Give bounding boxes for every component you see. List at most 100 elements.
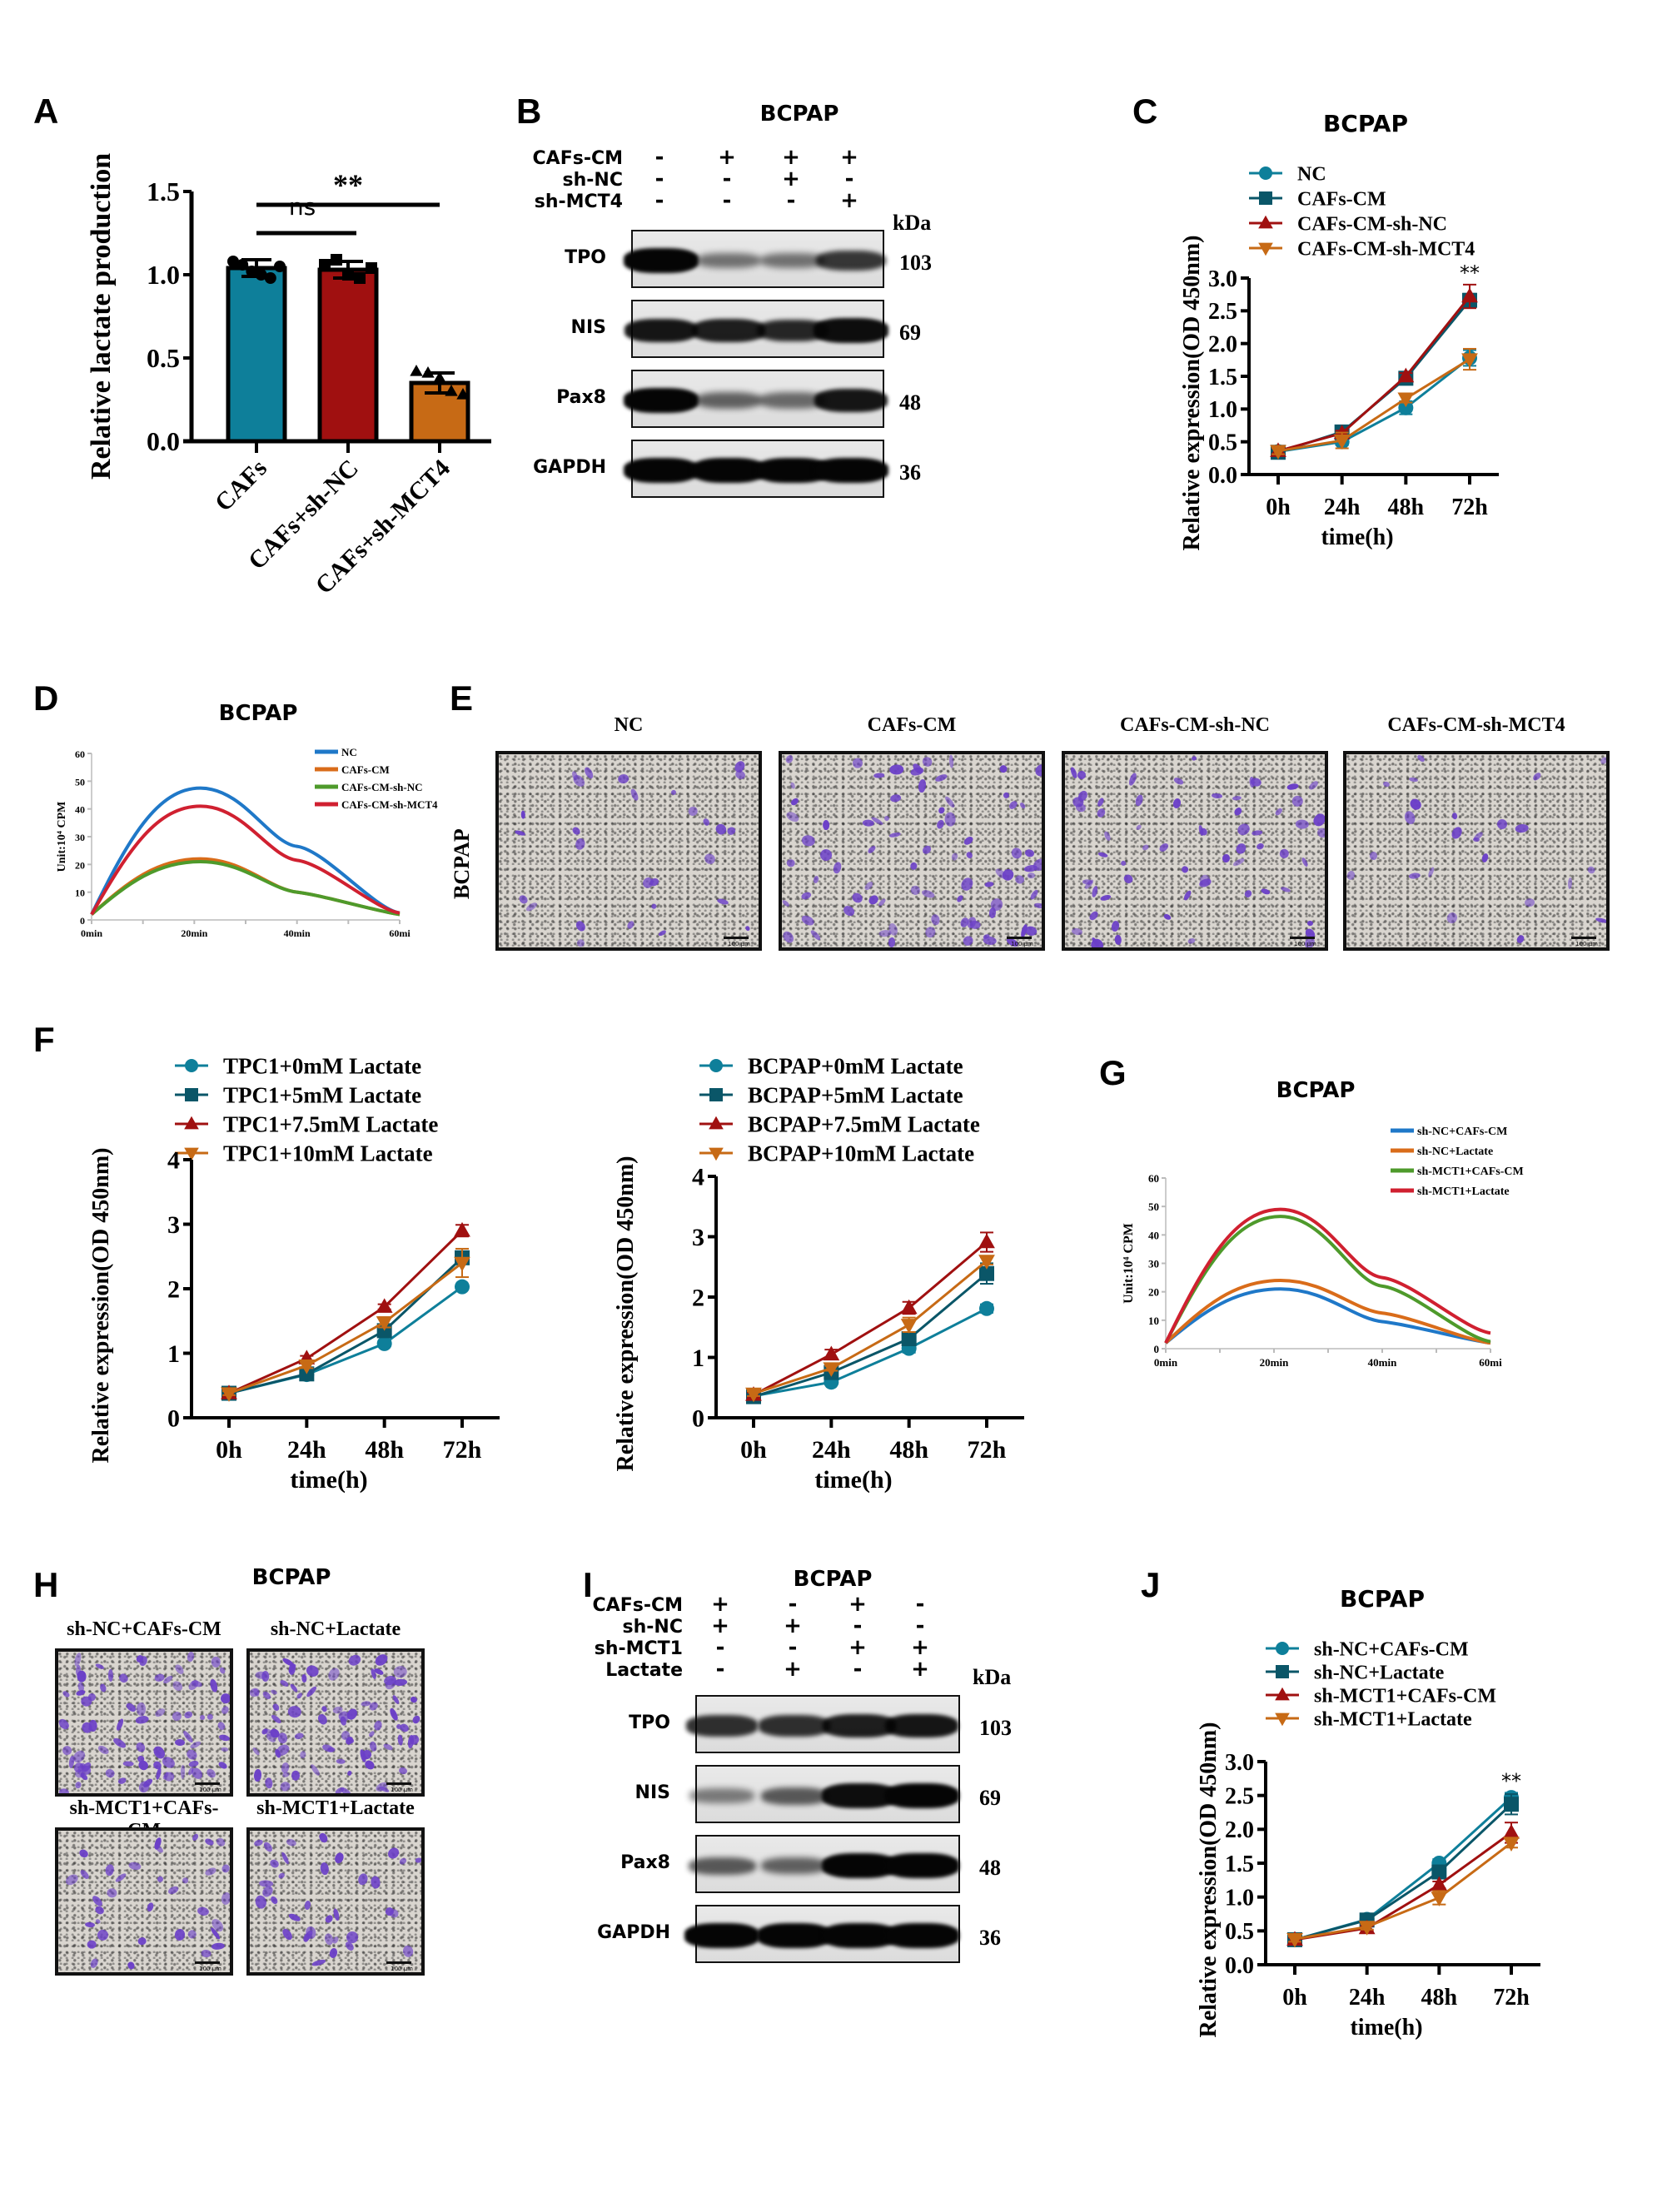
- stained-cell: [1091, 885, 1099, 898]
- chart-f-tpc1: TPC1+0mM Lactate TPC1+5mM Lactate TPC1+7.5…: [88, 1053, 500, 1494]
- stained-cell: [199, 1714, 205, 1721]
- kda-value: 48: [979, 1856, 1001, 1880]
- stained-cell: [203, 1866, 217, 1877]
- condition-label: sh-NC: [622, 1617, 683, 1638]
- protein-band: [823, 1714, 896, 1737]
- stained-cell: [575, 937, 586, 947]
- legend-label: CAFs-CM-sh-MCT4: [341, 798, 438, 811]
- stained-cell: [962, 835, 975, 847]
- stained-cell: [93, 1904, 106, 1916]
- series-line: [1164, 1278, 1491, 1345]
- legend-label: NC: [1297, 163, 1326, 185]
- stained-cell: [317, 1832, 330, 1844]
- stained-cell: [1515, 823, 1529, 833]
- chart-title: BCPAP: [219, 701, 298, 726]
- stained-cell: [799, 913, 816, 928]
- stained-cell: [294, 1732, 305, 1741]
- stained-cell: [1033, 902, 1042, 909]
- legend-marker: [184, 1147, 199, 1161]
- y-tick-label: 0.5: [147, 343, 180, 373]
- stained-cell: [1002, 791, 1010, 799]
- condition-label: CAFs-CM: [592, 1595, 683, 1616]
- stained-cell: [303, 1900, 311, 1910]
- condition-symbol: -: [786, 188, 796, 213]
- stained-cell: [275, 1742, 291, 1757]
- stained-cell: [800, 890, 813, 901]
- y-tick-label: 3.0: [1208, 266, 1237, 292]
- stained-cell: [216, 1720, 226, 1732]
- stained-cell: [1346, 869, 1356, 881]
- legend-label: BCPAP+10mM Lactate: [748, 1141, 974, 1166]
- series-line: [1164, 1207, 1491, 1345]
- protein-label: GAPDH: [533, 457, 606, 478]
- series-line: [753, 1272, 988, 1399]
- stained-cell: [863, 879, 874, 892]
- stained-cell: [127, 1861, 142, 1872]
- stained-cell: [386, 1846, 402, 1862]
- stained-cell: [626, 919, 636, 930]
- y-tick-label: 3: [167, 1211, 180, 1239]
- panel-label-i: I: [583, 1565, 593, 1604]
- stained-cell: [944, 812, 956, 828]
- stained-cell: [984, 881, 995, 888]
- stained-cell: [1416, 754, 1426, 763]
- scale-bar-label: 100 μm: [391, 1966, 413, 1972]
- micrograph: 100 μm: [246, 1648, 425, 1797]
- stained-cell: [180, 1764, 185, 1779]
- data-point: [1504, 1797, 1519, 1812]
- stained-cell: [286, 1838, 298, 1847]
- blot-b-title: BCPAP: [759, 102, 839, 127]
- x-tick-label: 24h: [812, 1436, 851, 1464]
- stained-cell: [782, 928, 796, 945]
- stained-cell: [574, 919, 587, 934]
- scale-bar: [386, 1961, 411, 1964]
- data-point: [1431, 1876, 1448, 1891]
- protein-band: [624, 388, 699, 413]
- stained-cell: [517, 893, 530, 907]
- y-tick-label: 0: [167, 1405, 180, 1433]
- stained-cell: [1472, 837, 1480, 843]
- panel-label-e: E: [450, 679, 474, 718]
- scale-bar-label: 100 μm: [391, 1787, 413, 1793]
- stained-cell: [786, 858, 796, 867]
- micrograph: 100 μm: [55, 1827, 233, 1976]
- series-line: [228, 1256, 464, 1395]
- stained-cell: [1172, 776, 1185, 786]
- stained-cell: [948, 755, 954, 769]
- y-tick-label: 2: [692, 1285, 704, 1312]
- stained-cell: [203, 1837, 215, 1847]
- condition-symbol: -: [715, 1657, 725, 1682]
- y-tick-label: 0: [80, 915, 85, 927]
- stained-cell: [286, 1705, 302, 1718]
- protein-band: [694, 391, 763, 410]
- stained-cell: [1369, 852, 1377, 861]
- stained-cell: [301, 1673, 307, 1683]
- stained-cell: [181, 1876, 189, 1884]
- blot-strip-gapdh: [684, 1905, 960, 1963]
- condition-symbol: +: [911, 1635, 929, 1660]
- stained-cell: [107, 1668, 113, 1682]
- row-label-text: BCPAP: [450, 828, 474, 899]
- protein-band: [691, 458, 766, 483]
- stained-cell: [962, 934, 975, 947]
- stained-cell: [409, 1695, 418, 1703]
- data-point: [264, 272, 276, 284]
- data-point: [255, 269, 267, 281]
- kda-label: kDa: [893, 211, 932, 235]
- kda-value: 103: [979, 1716, 1012, 1740]
- stained-cell: [163, 1772, 175, 1782]
- chart-title: BCPAP: [1323, 110, 1408, 137]
- stained-cell: [1235, 821, 1252, 838]
- stained-cell: [64, 1872, 81, 1887]
- stained-cell: [346, 1653, 363, 1668]
- stained-cell: [305, 1663, 321, 1679]
- x-tick-label: 72h: [968, 1436, 1007, 1464]
- stained-cell: [291, 1770, 301, 1781]
- stained-cell: [725, 825, 737, 836]
- stained-cell: [279, 1678, 290, 1688]
- legend-marker: [709, 1088, 723, 1101]
- data-point: [823, 1345, 840, 1361]
- legend-label: CAFs-CM: [341, 763, 390, 776]
- stained-cell: [1291, 795, 1303, 807]
- series-line: [753, 1240, 988, 1396]
